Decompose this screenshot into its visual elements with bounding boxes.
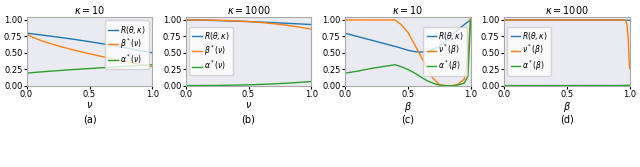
Text: (b): (b) (242, 115, 255, 125)
Legend: $R(\theta,\kappa)$, $\nu^*(\beta)$, $\alpha^*(\beta)$: $R(\theta,\kappa)$, $\nu^*(\beta)$, $\al… (424, 27, 467, 76)
Legend: $R(\theta,\kappa)$, $\nu^*(\beta)$, $\alpha^*(\beta)$: $R(\theta,\kappa)$, $\nu^*(\beta)$, $\al… (508, 27, 550, 76)
Legend: $R(\theta,\kappa)$, $\beta^*(\nu)$, $\alpha^*(\nu)$: $R(\theta,\kappa)$, $\beta^*(\nu)$, $\al… (106, 21, 148, 69)
Title: $\kappa = 1000$: $\kappa = 1000$ (227, 4, 271, 16)
X-axis label: $\beta$: $\beta$ (563, 100, 571, 114)
Text: (d): (d) (560, 115, 573, 125)
Text: (c): (c) (401, 115, 414, 125)
Text: (a): (a) (83, 115, 97, 125)
Legend: $R(\theta,\kappa)$, $\beta^*(\nu)$, $\alpha^*(\nu)$: $R(\theta,\kappa)$, $\beta^*(\nu)$, $\al… (189, 27, 233, 75)
X-axis label: $\nu$: $\nu$ (245, 100, 252, 110)
Title: $\kappa = 10$: $\kappa = 10$ (74, 4, 105, 16)
X-axis label: $\nu$: $\nu$ (86, 100, 93, 110)
X-axis label: $\beta$: $\beta$ (404, 100, 412, 114)
Title: $\kappa = 10$: $\kappa = 10$ (392, 4, 423, 16)
Title: $\kappa = 1000$: $\kappa = 1000$ (545, 4, 589, 16)
